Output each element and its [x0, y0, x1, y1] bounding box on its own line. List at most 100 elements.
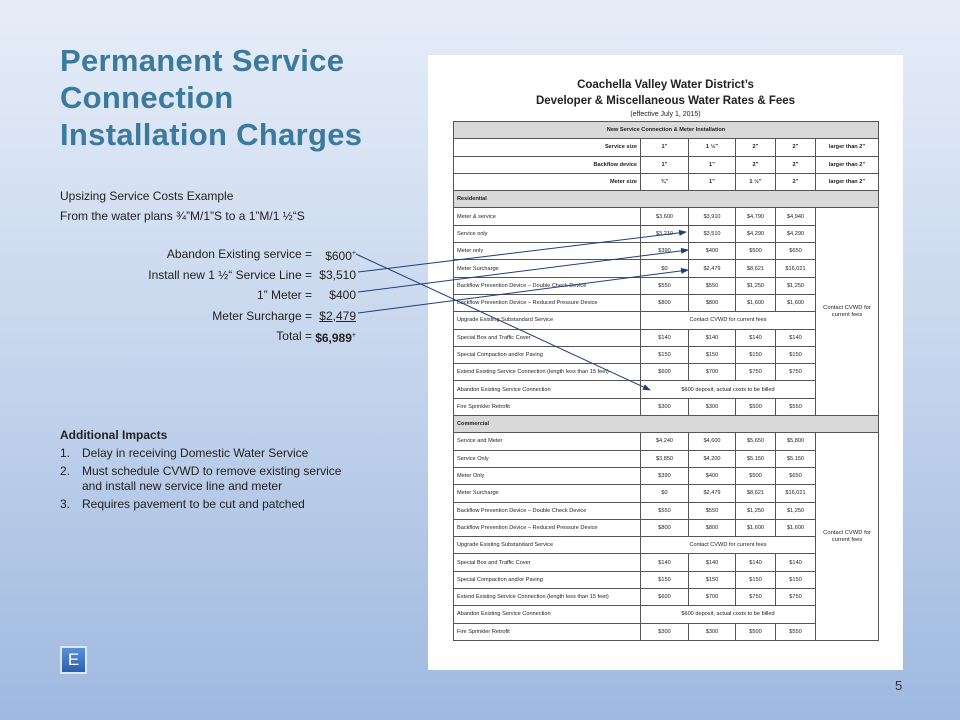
- cost-row: Install new 1 ½“ Service Line = $3,510: [60, 265, 356, 286]
- cell: $0: [640, 484, 689, 503]
- cell: $140: [775, 553, 816, 572]
- cell: $4,290: [775, 224, 816, 244]
- cost-label: Install new 1 ½“ Service Line =: [148, 267, 312, 282]
- row-label: Upgrade Existing Substandard Service: [453, 311, 641, 330]
- row-label: Backflow Prevention Device – Reduced Pre…: [453, 293, 641, 313]
- rate-row: Service Only $3,850 $4,200 $5,150 $5,150: [453, 449, 879, 468]
- cell: $1,250: [735, 276, 776, 295]
- cell: $500: [735, 622, 776, 641]
- row-label: Meter Surcharge: [453, 259, 641, 278]
- cell: 2”: [775, 138, 816, 157]
- amount-text: $400: [329, 288, 356, 302]
- cell: $1,600: [775, 518, 816, 538]
- rate-row: Meter Surcharge $0 $2,479 $8,621 $16,021: [453, 259, 879, 278]
- section-note: Contact CVWD for current fees: [815, 432, 879, 641]
- size-row: Backflow device 1” 1” 2” 2” larger than 2”: [453, 155, 879, 174]
- cell: 1”: [688, 155, 736, 174]
- row-label: Meter Surcharge: [453, 484, 641, 503]
- rate-row: Special Compaction and/or Paving $150 $150…: [453, 345, 879, 365]
- amount-text: $3,510: [319, 267, 356, 282]
- title-line: Permanent Service: [60, 43, 345, 78]
- rate-row: Extend Existing Service Connection (leng…: [453, 588, 879, 607]
- cell: $16,021: [775, 259, 816, 278]
- cell: $550: [640, 276, 689, 295]
- cell: Contact CVWD for current fees: [640, 311, 816, 330]
- amount-text: $600: [325, 249, 352, 263]
- row-label: Fire Sprinkler Retrofit: [453, 397, 641, 417]
- cell: 1”: [640, 155, 689, 174]
- cell: 2”: [775, 172, 816, 192]
- impact: 2. Must schedule CVWD to remove existing …: [60, 464, 360, 494]
- row-label: Service and Meter: [453, 432, 641, 451]
- row-label: Special Box and Traffic Cover: [453, 328, 641, 347]
- cell: $550: [688, 501, 736, 520]
- row-label: Backflow Prevention Device – Double Chec…: [453, 501, 641, 520]
- cell: $700: [688, 363, 736, 382]
- row-label: Service only: [453, 224, 641, 244]
- section-note: Contact CVWD for current fees: [815, 207, 879, 417]
- cell: $16,021: [775, 484, 816, 503]
- row-label: Backflow Prevention Device – Reduced Pre…: [453, 518, 641, 538]
- cell: $4,200: [688, 449, 736, 468]
- cell: $0: [640, 259, 689, 278]
- cell: $140: [640, 553, 689, 572]
- cell: $140: [640, 328, 689, 347]
- cell: $2,479: [688, 259, 736, 278]
- cell: $3,910: [688, 207, 736, 226]
- title-line: Installation Charges: [60, 117, 363, 152]
- cell: $4,290: [735, 224, 776, 244]
- cell: $150: [688, 345, 736, 365]
- cell: $3,210: [640, 224, 689, 244]
- row-label: Special Compaction and/or Paving: [453, 345, 641, 365]
- cell: $150: [688, 570, 736, 590]
- nav-button[interactable]: E: [60, 646, 87, 674]
- rate-table: New Service Connection & Meter Installat…: [453, 120, 879, 641]
- cell: $750: [775, 363, 816, 382]
- rate-row: Abandon Existing Service Connection $600 …: [453, 605, 879, 624]
- cell: $600 deposit, actual costs to be billed: [640, 605, 816, 624]
- cell: $300: [688, 622, 736, 641]
- cost-amount: $2,479: [312, 306, 356, 327]
- rate-row: Upgrade Existing Substandard Service Cont…: [453, 311, 879, 330]
- header-row: New Service Connection & Meter Installat…: [453, 120, 879, 140]
- cost-list: Abandon Existing service = $600+ Install n…: [60, 244, 356, 347]
- cell: $1,600: [735, 293, 776, 313]
- row-label: Backflow device: [453, 155, 641, 174]
- cell: larger than 2”: [815, 138, 879, 157]
- cell: $5,150: [775, 449, 816, 468]
- cell: $1,600: [775, 293, 816, 313]
- cell: $3,850: [640, 449, 689, 468]
- impact: 3. Requires pavement to be cut and patche…: [60, 497, 360, 512]
- rate-row: Service only $3,210 $3,510 $4,290 $4,290: [453, 224, 879, 244]
- row-label: Fire Sprinkler Retrofit: [453, 622, 641, 641]
- cost-row: 1” Meter = $400: [60, 285, 356, 306]
- cell: $750: [735, 588, 776, 607]
- cell: $650: [775, 242, 816, 261]
- cell: $300: [688, 397, 736, 417]
- cost-row: Abandon Existing service = $600+: [60, 244, 356, 265]
- cell: 1”: [640, 138, 689, 157]
- cost-amount: $6,989+: [312, 326, 356, 347]
- intro: Upsizing Service Costs Example From the w…: [60, 186, 305, 226]
- cell: $600: [640, 588, 689, 607]
- cost-amount: $400: [312, 285, 356, 306]
- rate-row: Fire Sprinkler Retrofit $300 $300 $500 $550: [453, 622, 879, 641]
- cell: $500: [735, 242, 776, 261]
- cell: $500: [735, 466, 776, 486]
- row-label: Abandon Existing Service Connection: [453, 605, 641, 624]
- cell: $300: [640, 397, 689, 417]
- cost-row: Total = $6,989+: [60, 326, 356, 347]
- cost-label: 1” Meter =: [256, 288, 312, 302]
- amount-text: $2,479: [319, 308, 356, 323]
- cell: $800: [688, 518, 736, 538]
- cell: $150: [775, 345, 816, 365]
- row-label: Backflow Prevention Device – Double Chec…: [453, 276, 641, 295]
- cell: $5,650: [735, 432, 776, 451]
- section-row: Residential: [453, 190, 879, 209]
- cell: $750: [775, 588, 816, 607]
- intro-line: From the water plans ¾”M/1”S to a 1”M/1 …: [60, 209, 305, 223]
- cell: $700: [688, 588, 736, 607]
- cell: $140: [735, 553, 776, 572]
- rate-row: Backflow Prevention Device – Reduced Pre…: [453, 293, 879, 313]
- rate-row: Special Box and Traffic Cover $140 $140 $14…: [453, 328, 879, 347]
